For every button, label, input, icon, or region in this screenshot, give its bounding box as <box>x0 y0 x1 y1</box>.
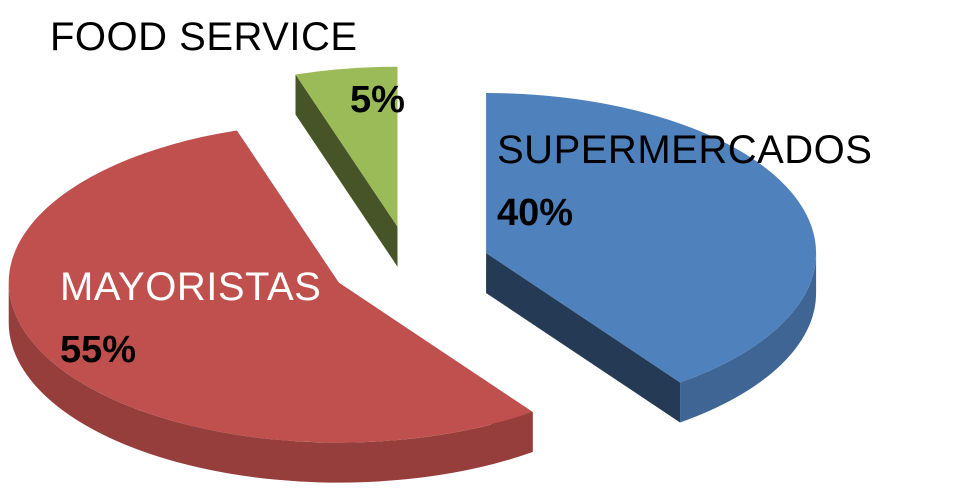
category-label: FOOD SERVICE <box>50 15 358 59</box>
value-label: 40% <box>497 192 573 234</box>
slice-cut-face <box>486 253 681 423</box>
value-label: 5% <box>350 79 405 121</box>
slice <box>486 93 817 423</box>
value-label: 55% <box>60 329 136 371</box>
category-label: MAYORISTAS <box>60 265 321 309</box>
category-label: SUPERMERCADOS <box>497 128 872 172</box>
slice <box>295 66 398 267</box>
slice-rim <box>8 282 533 483</box>
slice-cut-face <box>295 74 398 267</box>
slice-top <box>486 93 817 383</box>
slice <box>8 130 533 483</box>
slice-top <box>8 130 533 443</box>
slice-rim <box>680 253 817 423</box>
slice-top <box>295 66 398 227</box>
